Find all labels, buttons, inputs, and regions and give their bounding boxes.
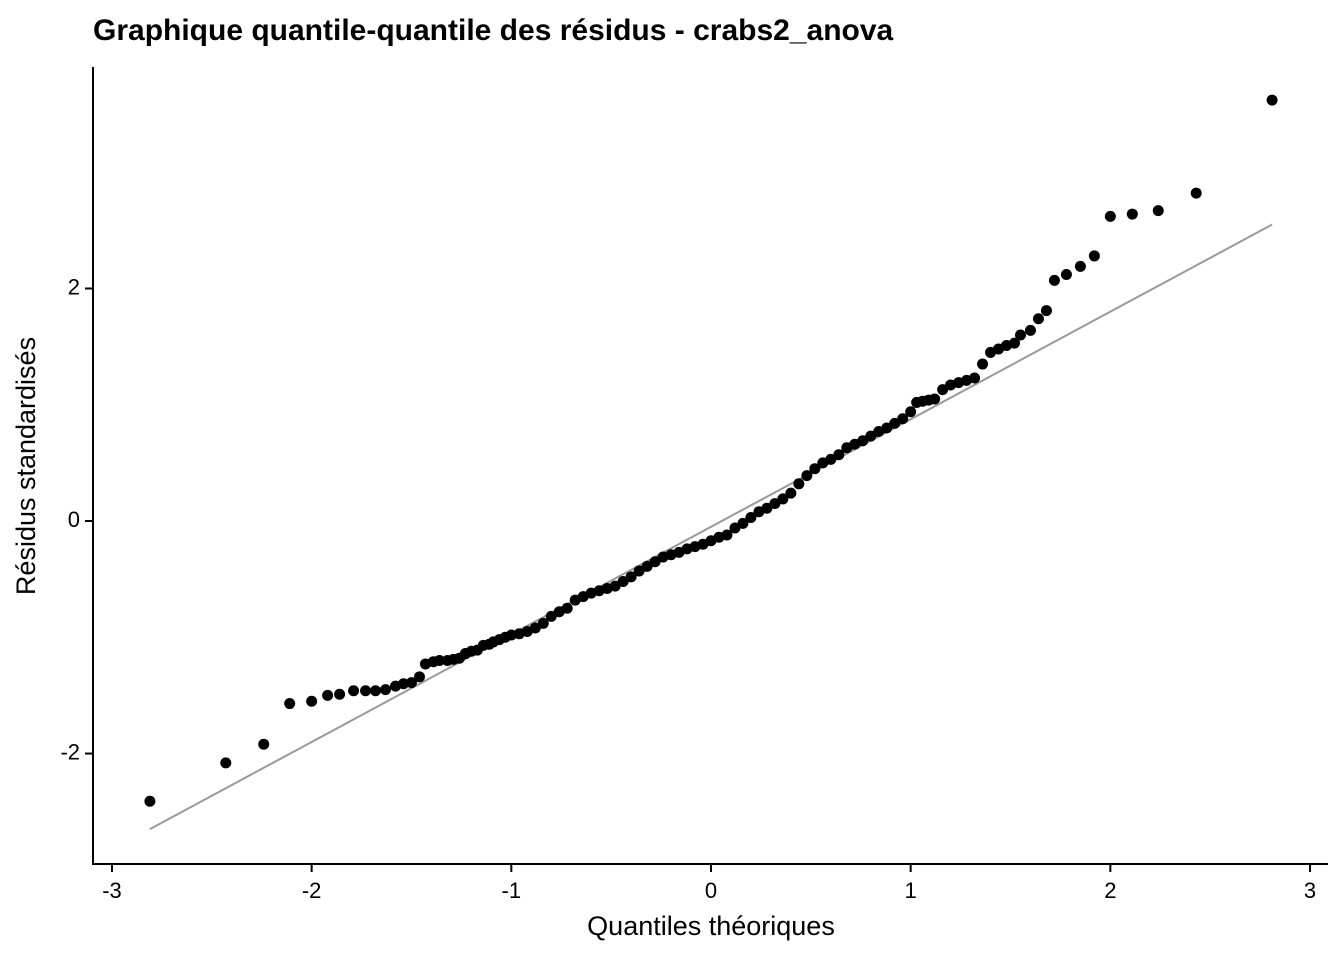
point <box>1024 324 1036 336</box>
point <box>348 685 360 697</box>
point <box>405 677 417 689</box>
point <box>609 580 621 592</box>
point <box>1126 208 1138 220</box>
point <box>857 435 869 447</box>
point <box>897 413 909 425</box>
point <box>1074 260 1086 272</box>
y-tick-label: -2 <box>60 739 80 764</box>
point <box>306 695 318 707</box>
point <box>809 463 821 475</box>
point <box>737 517 749 529</box>
y-tick-label: 2 <box>68 274 80 299</box>
point <box>745 512 757 524</box>
point <box>529 622 541 634</box>
point <box>545 610 557 622</box>
point <box>937 384 949 396</box>
point <box>537 617 549 629</box>
point <box>370 685 382 697</box>
point <box>1032 313 1044 325</box>
point <box>561 602 573 614</box>
x-tick-label: -3 <box>102 878 122 903</box>
point <box>1152 205 1164 217</box>
point <box>649 556 661 568</box>
y-axis-label: Résidus standardisés <box>11 337 41 595</box>
point <box>1266 94 1278 106</box>
point <box>977 358 989 370</box>
x-tick-label: 3 <box>1304 878 1316 903</box>
y-tick-label: 0 <box>68 507 80 532</box>
point <box>633 565 645 577</box>
point <box>433 655 445 667</box>
point <box>413 671 425 683</box>
x-tick-label: -1 <box>502 878 522 903</box>
point <box>769 498 781 510</box>
x-tick-label: 0 <box>705 878 717 903</box>
point <box>625 571 637 583</box>
point <box>1009 337 1021 349</box>
point <box>801 470 813 482</box>
point <box>761 502 773 514</box>
chart-title: Graphique quantile-quantile des résidus … <box>93 14 894 47</box>
point <box>334 688 346 700</box>
point <box>905 406 917 418</box>
point <box>881 422 893 434</box>
point <box>1190 187 1202 199</box>
x-tick-label: 1 <box>905 878 917 903</box>
point <box>220 757 232 769</box>
point <box>865 430 877 442</box>
point <box>617 575 629 587</box>
point <box>1048 274 1060 286</box>
point <box>380 684 392 696</box>
point <box>793 478 805 490</box>
point <box>729 522 741 534</box>
point <box>144 795 156 807</box>
point <box>1060 269 1072 281</box>
x-tick-label: 2 <box>1104 878 1116 903</box>
point <box>721 529 733 541</box>
point <box>641 560 653 572</box>
point <box>1014 329 1026 341</box>
point <box>1040 305 1052 317</box>
reference-line <box>149 223 1273 831</box>
point <box>322 689 334 701</box>
point <box>777 493 789 505</box>
point <box>889 417 901 429</box>
point <box>825 453 837 465</box>
point <box>833 449 845 461</box>
point <box>258 738 270 750</box>
point <box>360 685 372 697</box>
x-tick-label: -2 <box>302 878 322 903</box>
point <box>785 487 797 499</box>
point <box>1088 250 1100 262</box>
x-axis-label: Quantiles théoriques <box>587 911 835 941</box>
point <box>284 698 296 710</box>
point <box>929 393 941 405</box>
point <box>1104 210 1116 222</box>
point <box>969 372 981 384</box>
